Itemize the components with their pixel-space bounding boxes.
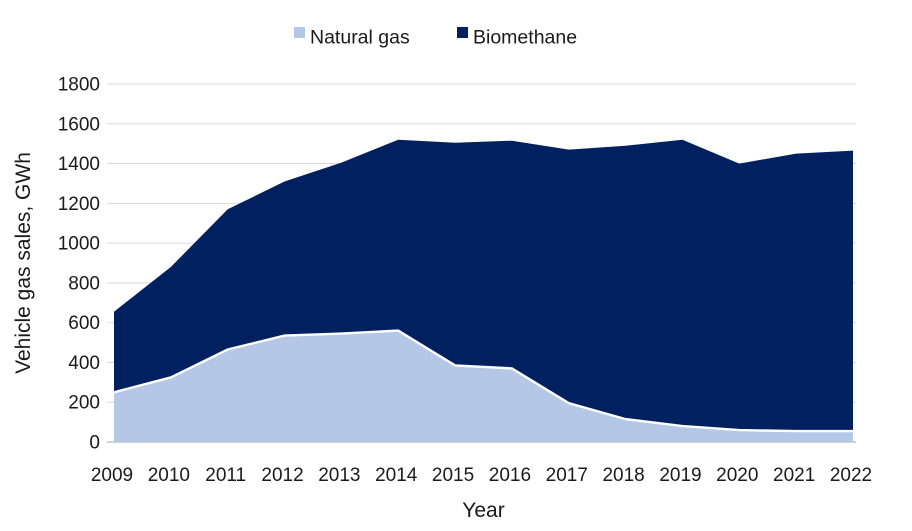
y-tick-label: 1600: [58, 114, 100, 135]
y-tick-label: 400: [68, 353, 100, 374]
legend-swatch-natural-gas: [294, 27, 305, 38]
x-tick-label: 2017: [546, 465, 588, 486]
x-tick-label: 2020: [716, 465, 758, 486]
y-tick-label: 200: [68, 393, 100, 414]
x-tick-label: 2018: [602, 465, 644, 486]
y-tick-label: 1800: [58, 75, 100, 96]
x-tick-label: 2010: [148, 465, 190, 486]
y-axis-title: Vehicle gas sales, GWh: [12, 152, 35, 374]
legend-label-natural-gas: Natural gas: [310, 27, 410, 49]
legend-swatch-biomethane: [457, 27, 468, 38]
x-tick-label: 2015: [432, 465, 474, 486]
x-tick-label: 2021: [773, 465, 815, 486]
x-tick-label: 2009: [91, 465, 133, 486]
legend-label-biomethane: Biomethane: [473, 27, 577, 49]
y-tick-label: 600: [68, 313, 100, 334]
x-tick-label: 2013: [318, 465, 360, 486]
x-tick-label: 2022: [830, 465, 872, 486]
series-separator-line: [113, 329, 853, 433]
y-tick-label: 1000: [58, 234, 100, 255]
y-tick-label: 1400: [58, 154, 100, 175]
x-tick-label: 2019: [659, 465, 701, 486]
y-tick-label: 800: [68, 273, 100, 294]
y-tick-label: 1200: [58, 194, 100, 215]
x-tick-label: 2011: [205, 465, 246, 486]
legend: [294, 27, 468, 38]
x-axis-title: Year: [462, 499, 504, 522]
x-tick-label: 2012: [261, 465, 303, 486]
y-tick-label: 0: [89, 433, 100, 454]
area-natural-gas: [114, 330, 853, 442]
x-tick-label: 2016: [489, 465, 531, 486]
x-tick-label: 2014: [375, 465, 418, 486]
